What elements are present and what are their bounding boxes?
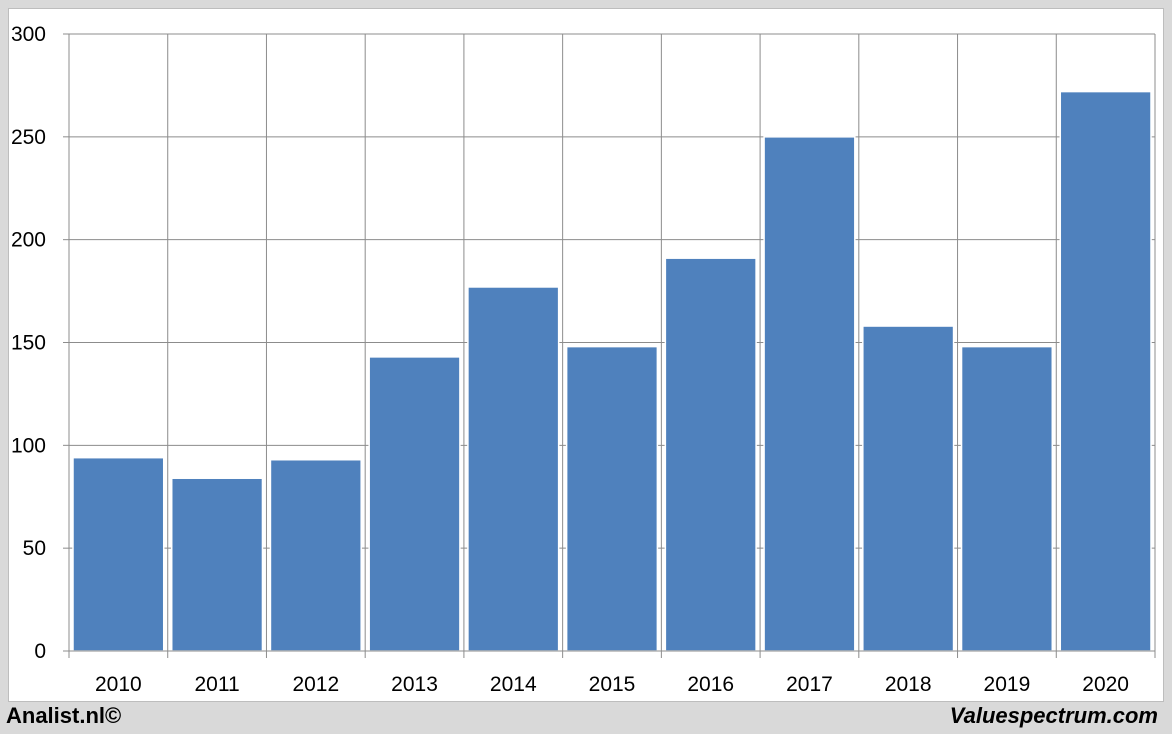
bar-2018 [862,325,955,652]
bar-2020 [1059,90,1152,652]
x-tick-label: 2019 [984,673,1031,696]
x-tick-label: 2011 [195,673,240,696]
bar-2011 [170,477,264,652]
y-tick-label: 100 [11,434,46,457]
bar-chart: 0 50 100 150 200 250 300 2010 2011 2012 2013 2014 20… [11,23,1156,696]
bar-2010 [72,456,165,652]
bar-2019 [960,345,1054,652]
x-tick-label: 2020 [1082,673,1129,696]
bar-2012 [269,458,362,652]
x-tick-label: 2013 [391,673,438,696]
source-credit-right: Valuespectrum.com [949,703,1158,728]
x-tick-label: 2015 [589,673,636,696]
bar-2017 [763,136,856,652]
x-tick-label: 2017 [786,673,833,696]
x-tick-label: 2012 [292,673,339,696]
axes [63,33,1156,658]
bars [72,90,1152,652]
bar-2016 [664,257,757,652]
y-tick-label: 0 [34,640,46,663]
x-tick-label: 2016 [687,673,734,696]
y-tick-label: 250 [11,126,46,149]
y-tick-label: 200 [11,229,46,252]
source-credit-left: Analist.nl© [6,703,122,728]
bar-2013 [368,356,461,652]
x-tick-label: 2014 [490,673,537,696]
tick-labels: 0 50 100 150 200 250 300 2010 2011 2012 2013 2014 20… [11,23,1129,696]
y-tick-label: 300 [11,23,46,46]
bar-2014 [467,286,560,652]
bar-2015 [565,345,659,652]
y-tick-label: 150 [11,332,46,355]
y-tick-label: 50 [23,537,46,560]
x-tick-label: 2010 [95,673,142,696]
x-tick-label: 2018 [885,673,932,696]
